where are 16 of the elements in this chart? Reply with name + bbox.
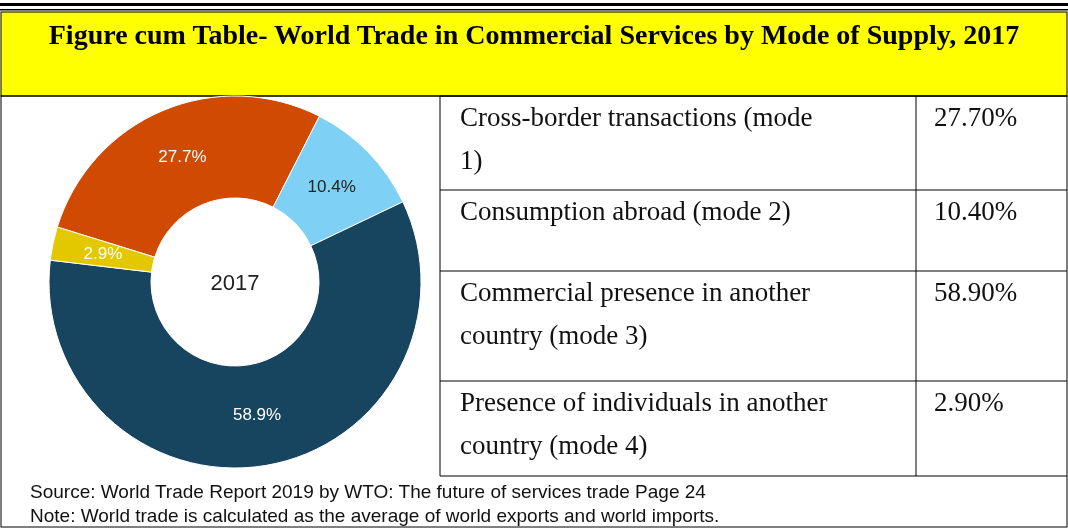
text: Commercial presence in another country (mode 3) <box>460 277 811 350</box>
text: 58.90% <box>934 277 1018 307</box>
text: 10.40% <box>934 196 1018 226</box>
text: 2017 <box>210 270 260 295</box>
text: Presence of individuals in another country (mode 4) <box>460 387 828 460</box>
text: Cross-border transactions (mode 1) <box>460 102 813 175</box>
text: 27.70% <box>934 102 1018 132</box>
text: Consumption abroad (mode 2) <box>460 196 791 226</box>
source-note: Source: World Trade Report 2019 by WTO: The future of services trade Page 24 <box>30 481 707 502</box>
text: Figure cum Table- World Trade in Commercial Services by Mode of Supply, 2017 <box>48 19 1020 50</box>
data-label: 58.9% <box>232 404 282 424</box>
data-label: 27.7% <box>158 147 207 167</box>
text: Note: World trade is calculated as the average of world exports and world imports. <box>30 505 720 526</box>
text: 2.90% <box>934 387 1004 417</box>
data-label: 10.4% <box>307 177 356 197</box>
data-label: 2.9% <box>83 243 123 263</box>
